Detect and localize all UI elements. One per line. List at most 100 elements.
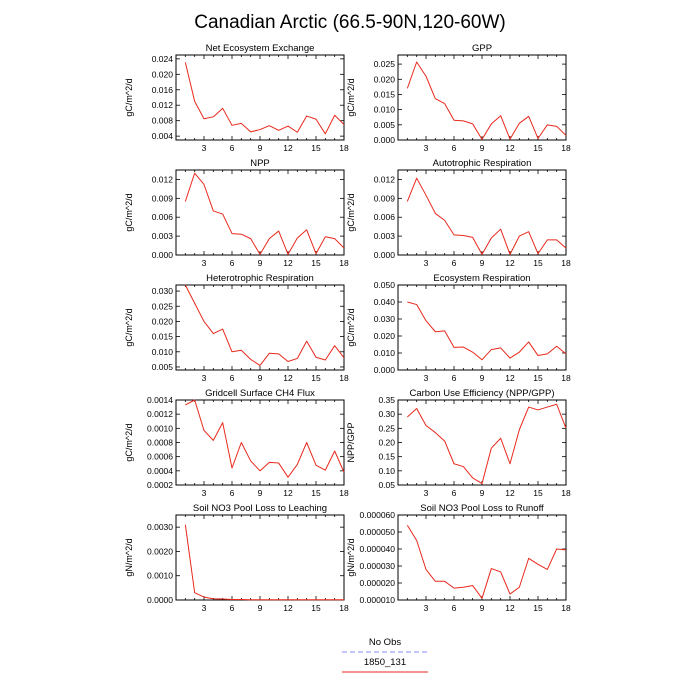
y-axis-label: gC/m^2/d — [124, 193, 134, 231]
y-tick-label: 0.35 — [378, 395, 395, 405]
y-tick-label: 0.0030 — [147, 522, 173, 532]
x-tick-label: 3 — [424, 603, 429, 613]
x-tick-label: 18 — [339, 603, 349, 613]
chart-panel: Ecosystem Respiration gC/m^2/d 3 6 9 12 15 18 0.… — [346, 273, 571, 383]
y-tick-label: 0.0004 — [147, 466, 173, 476]
x-tick-label: 15 — [311, 143, 321, 153]
y-tick-label: 0.0002 — [147, 480, 173, 490]
y-tick-label: 0.0014 — [147, 395, 173, 405]
y-tick-label: 0.010 — [374, 348, 396, 358]
legend-label: No Obs — [369, 637, 401, 648]
y-axis-label: gC/m^2/d — [124, 308, 134, 346]
y-tick-label: 0.0006 — [147, 452, 173, 462]
chart-title: GPP — [472, 43, 492, 54]
y-tick-label: 0.003 — [374, 231, 396, 241]
y-axis-label: NPP/GPP — [346, 422, 356, 462]
x-tick-label: 9 — [480, 603, 485, 613]
y-tick-label: 0.005 — [374, 120, 396, 130]
plot-frame — [397, 514, 567, 601]
plot-frame — [397, 284, 567, 371]
y-tick-label: 0.006 — [152, 212, 174, 222]
y-tick-label: 0.025 — [374, 59, 396, 69]
x-tick-label: 15 — [311, 258, 321, 268]
y-tick-label: 0.030 — [152, 286, 174, 296]
y-tick-label: 0.000 — [152, 250, 174, 260]
x-tick-label: 9 — [258, 373, 263, 383]
y-tick-label: 0.009 — [152, 193, 174, 203]
x-tick-label: 3 — [202, 373, 207, 383]
series-line — [184, 284, 345, 366]
y-axis-label: gC/m^2/d — [124, 78, 134, 116]
series-line — [406, 61, 567, 140]
y-tick-label: 0.000050 — [360, 527, 396, 537]
x-tick-label: 12 — [283, 488, 293, 498]
x-tick-label: 3 — [424, 488, 429, 498]
x-tick-label: 12 — [505, 488, 515, 498]
x-tick-label: 12 — [505, 143, 515, 153]
x-tick-label: 15 — [311, 488, 321, 498]
x-tick-label: 15 — [311, 373, 321, 383]
y-tick-label: 0.30 — [378, 409, 395, 419]
series-line — [184, 172, 345, 255]
y-tick-label: 0.020 — [152, 69, 174, 79]
chart-panel: GPP gC/m^2/d 3 6 9 12 15 18 0.000 0.005 0.010 0.015… — [346, 43, 571, 153]
y-tick-label: 0.0010 — [147, 423, 173, 433]
y-axis-label: gC/m^2/d — [124, 423, 134, 461]
y-tick-label: 0.012 — [374, 174, 396, 184]
x-tick-label: 9 — [258, 488, 263, 498]
x-tick-label: 12 — [505, 603, 515, 613]
y-tick-label: 0.000060 — [360, 510, 396, 520]
series-line — [184, 62, 345, 135]
y-tick-label: 0.000 — [374, 365, 396, 375]
y-tick-label: 0.005 — [152, 362, 174, 372]
y-axis-label: gC/m^2/d — [346, 78, 356, 116]
x-tick-label: 3 — [424, 143, 429, 153]
y-tick-label: 0.000010 — [360, 595, 396, 605]
x-tick-label: 18 — [561, 143, 571, 153]
x-tick-label: 6 — [230, 373, 235, 383]
x-tick-label: 15 — [533, 143, 543, 153]
x-tick-label: 15 — [533, 373, 543, 383]
y-tick-label: 0.008 — [152, 116, 174, 126]
y-tick-label: 0.000040 — [360, 544, 396, 554]
x-tick-label: 12 — [283, 258, 293, 268]
x-tick-label: 6 — [452, 373, 457, 383]
y-tick-label: 0.012 — [152, 174, 174, 184]
chart-title: NPP — [250, 158, 270, 169]
chart-panel: Net Ecosystem Exchange gC/m^2/d 3 6 9 12 15 18 0… — [124, 43, 349, 153]
x-tick-label: 3 — [202, 488, 207, 498]
plot-frame — [175, 399, 345, 486]
x-tick-label: 9 — [480, 258, 485, 268]
x-tick-label: 12 — [283, 603, 293, 613]
y-tick-label: 0.020 — [374, 331, 396, 341]
chart-title: Soil NO3 Pool Loss to Runoff — [420, 503, 544, 514]
y-tick-label: 0.000 — [374, 135, 396, 145]
x-tick-label: 3 — [202, 603, 207, 613]
y-tick-label: 0.0008 — [147, 438, 173, 448]
x-tick-label: 12 — [505, 373, 515, 383]
series-line — [406, 524, 567, 599]
x-tick-label: 3 — [424, 258, 429, 268]
x-tick-label: 18 — [339, 143, 349, 153]
y-tick-label: 0.024 — [152, 54, 174, 64]
x-tick-label: 9 — [480, 373, 485, 383]
x-tick-label: 18 — [561, 603, 571, 613]
y-axis-label: gC/m^2/d — [346, 193, 356, 231]
y-tick-label: 0.006 — [374, 212, 396, 222]
x-tick-label: 18 — [561, 488, 571, 498]
x-tick-label: 18 — [561, 258, 571, 268]
y-tick-label: 0.25 — [378, 423, 395, 433]
chart-title: Heterotrophic Respiration — [206, 273, 314, 284]
chart-title: Autotrophic Respiration — [433, 158, 532, 169]
panel-grid: Net Ecosystem Exchange gC/m^2/d 3 6 9 12 15 18 0… — [124, 43, 571, 613]
plot-frame — [175, 54, 345, 141]
x-tick-label: 18 — [339, 488, 349, 498]
chart-panel: Heterotrophic Respiration gC/m^2/d 3 6 9 12 15… — [124, 273, 349, 383]
x-tick-label: 12 — [283, 143, 293, 153]
y-tick-label: 0.010 — [374, 105, 396, 115]
x-tick-label: 3 — [202, 143, 207, 153]
y-tick-label: 0.020 — [374, 74, 396, 84]
y-tick-label: 0.10 — [378, 466, 395, 476]
y-tick-label: 0.050 — [374, 280, 396, 290]
